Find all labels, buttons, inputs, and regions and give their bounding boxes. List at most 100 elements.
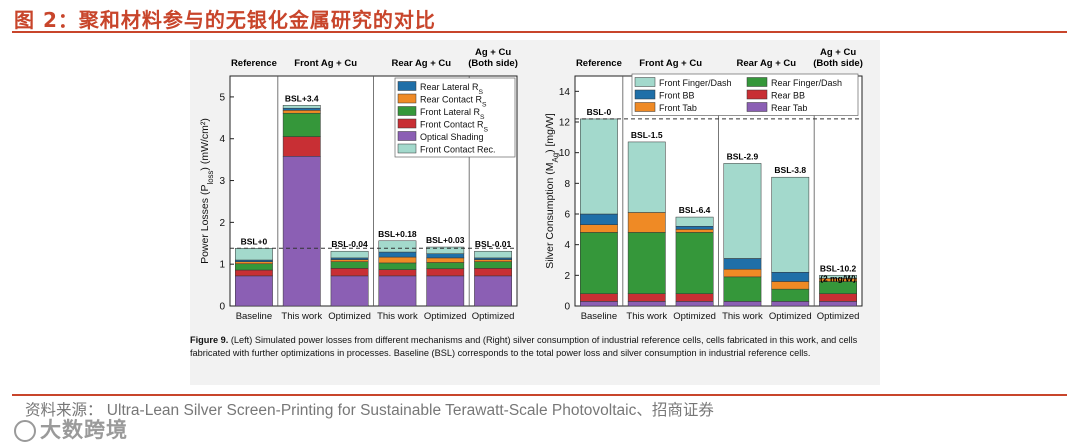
bar-segment — [771, 281, 810, 290]
bar-segment — [580, 301, 618, 307]
watermark-logo-icon — [14, 420, 36, 442]
y-tick-label: 4 — [564, 240, 570, 251]
bar-segment — [723, 301, 762, 307]
bar-segment — [378, 269, 417, 277]
y-tick-label: 2 — [564, 271, 570, 282]
bar-segment — [819, 301, 857, 307]
legend-label: Optical Shading — [420, 132, 484, 142]
bar-segment — [282, 105, 321, 109]
bar-segment — [675, 301, 714, 307]
bar-segment — [675, 232, 714, 294]
bar-segment — [627, 212, 666, 233]
group-header: Ag + Cu — [475, 47, 511, 58]
page-title: 图 2：聚和材料参与的无银化金属研究的对比 — [14, 8, 436, 32]
bar-segment — [235, 269, 273, 277]
x-tick-label: Optimized — [673, 311, 716, 322]
silver-consumption-chart: 0 2 4 6 8 10 12 14 Silver Consumption (MAg) [mg/… — [544, 47, 863, 322]
bar-segment — [723, 163, 762, 259]
legend-swatch — [634, 89, 656, 100]
group-header: Front Ag + Cu — [294, 58, 357, 69]
legend-swatch — [634, 77, 656, 87]
bar-segment — [580, 224, 618, 233]
x-tick-label: Optimized — [472, 311, 515, 322]
bar-label: BSL+0.03 — [426, 235, 465, 245]
legend-label: Front Lateral RS — [420, 107, 485, 121]
bar-segment — [282, 136, 321, 157]
bar-segment — [474, 275, 512, 307]
bar-segment — [627, 141, 666, 213]
bar-label: BSL-0.01 — [475, 239, 512, 249]
bar-segment — [378, 275, 417, 307]
bar-label: BSL-0.04 — [331, 239, 368, 249]
watermark-text: 大数跨境 — [40, 418, 128, 442]
bar-segment — [771, 301, 810, 307]
y-tick-label: 10 — [559, 148, 571, 159]
group-header: Front Ag + Cu — [639, 58, 702, 69]
legend-swatch — [746, 77, 768, 87]
legend-swatch — [634, 102, 656, 112]
y-axis-label: Silver Consumption (MAg) [mg/W] — [544, 113, 560, 269]
group-header: Rear Ag + Cu — [737, 58, 797, 69]
y-tick-label: 4 — [219, 134, 225, 145]
bar-segment — [282, 107, 321, 111]
source-rule — [12, 394, 1067, 396]
bar-segment — [235, 259, 273, 262]
y-tick-label: 0 — [564, 302, 570, 313]
caption-text: (Left) Simulated power losses from diffe… — [190, 335, 858, 358]
bar-segment — [819, 293, 857, 302]
bar-segment — [330, 259, 369, 262]
legend-label: Front Contact RS — [420, 120, 489, 134]
bar-segment — [723, 268, 762, 278]
bar-label: BSL-2.9 — [727, 151, 759, 161]
bar-segment — [426, 257, 465, 263]
bar-segment — [426, 262, 465, 270]
bar-segment — [723, 258, 762, 270]
legend-swatch — [397, 81, 417, 91]
bar-segment — [378, 256, 417, 264]
y-tick-label: 8 — [564, 179, 570, 190]
y-tick-label: 3 — [219, 176, 225, 187]
bar-segment — [627, 293, 666, 302]
x-tick-label: Optimized — [328, 311, 371, 322]
source-note: 资料来源： Ultra-Lean Silver Screen-Printing … — [25, 402, 714, 419]
group-header: Reference — [576, 58, 622, 69]
bar-segment — [771, 176, 810, 273]
legend-box — [631, 73, 859, 116]
bar-segment — [474, 250, 512, 259]
x-tick-label: This work — [722, 311, 763, 322]
bar-segment — [282, 156, 321, 307]
legend-swatch — [397, 93, 417, 104]
x-tick-label: Optimized — [769, 311, 812, 322]
bar-segment — [235, 248, 273, 261]
bar-segment — [330, 268, 369, 277]
caption-label: Figure 9. — [190, 335, 229, 345]
x-tick-label: Optimized — [817, 311, 860, 322]
bar-segment — [330, 257, 369, 260]
power-loss-chart: 0 1 2 3 4 5 Power Losses (Ploss) (mW/cm²) Refer… — [199, 47, 518, 322]
bar-segment — [235, 275, 273, 307]
bar-label: (2 mg/W) — [820, 273, 856, 283]
y-tick-label: 14 — [559, 87, 571, 98]
y-tick-label: 5 — [219, 92, 225, 103]
bar-segment — [627, 232, 666, 294]
bar-segment — [675, 293, 714, 302]
bar-segment — [675, 216, 714, 227]
bar-label: BSL+0.18 — [378, 229, 417, 239]
x-tick-label: This work — [626, 311, 667, 322]
bar-segment — [819, 275, 857, 279]
bar-segment — [580, 293, 618, 302]
legend-label: Front Tab — [659, 103, 697, 113]
bar-segment — [474, 268, 512, 277]
bar-label: BSL-10.2 — [820, 263, 857, 273]
bar-segment — [426, 268, 465, 277]
y-tick-label: 0 — [219, 302, 225, 313]
bar-segment — [580, 232, 618, 294]
bar-segment — [426, 246, 465, 254]
bar-label: BSL-6.4 — [679, 205, 711, 215]
y-tick-label: 2 — [219, 218, 225, 229]
group-header: Ag + Cu — [820, 47, 856, 58]
legend-swatch — [746, 89, 768, 100]
legend-swatch — [397, 143, 417, 154]
x-tick-label: This work — [377, 311, 418, 322]
legend-label: Rear BB — [771, 91, 805, 101]
